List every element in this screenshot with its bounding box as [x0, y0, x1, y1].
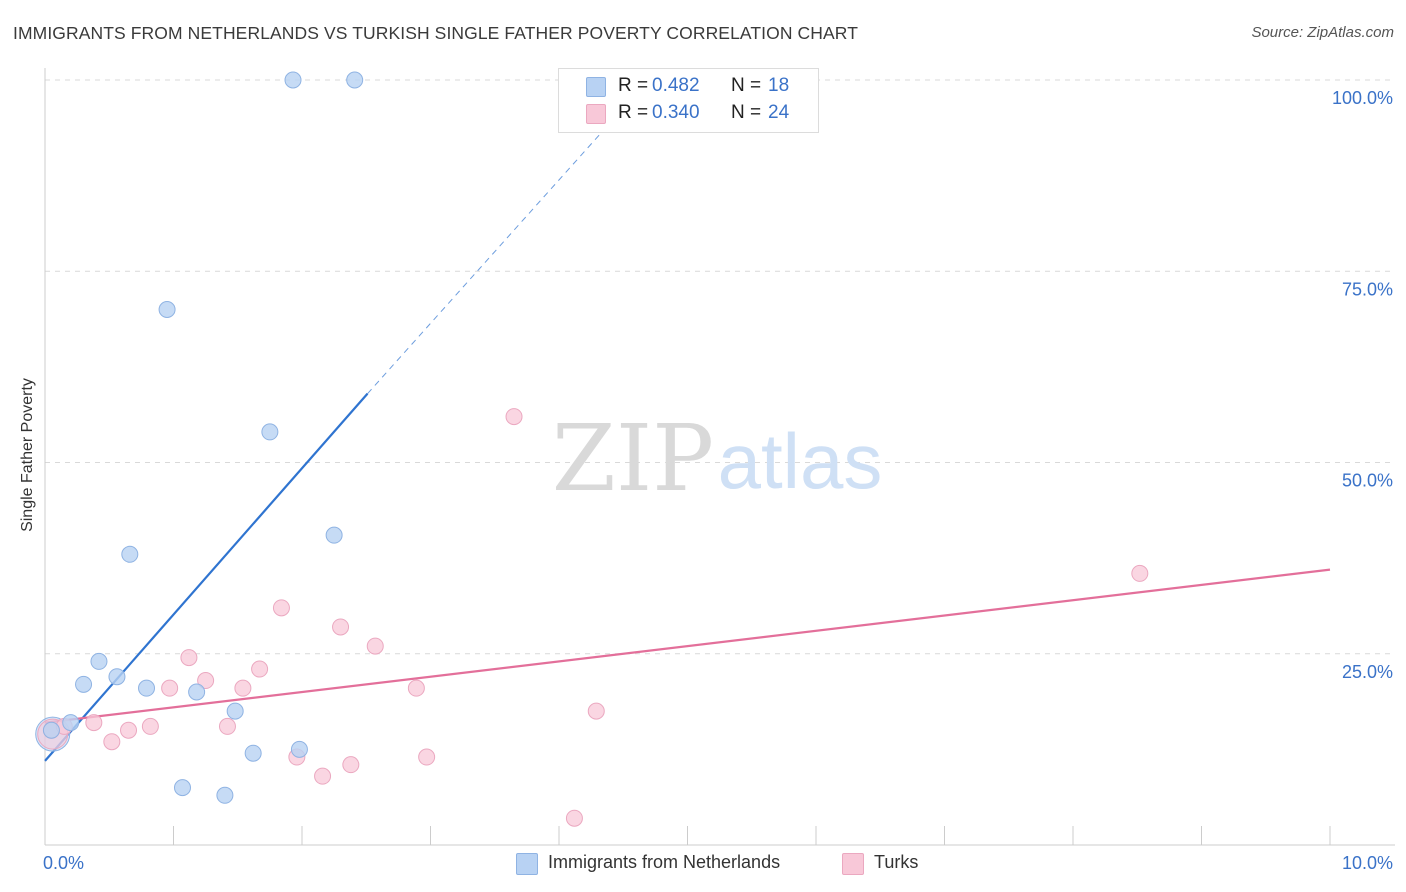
point-turks	[197, 672, 215, 690]
bottom-legend-label: Immigrants from Netherlands	[548, 852, 781, 872]
stats-legend: R = 0.482 N = 18 R = 0.340 N = 24	[558, 68, 819, 133]
trend-layer	[44, 129, 1331, 762]
grid-layer	[45, 79, 1395, 655]
legend-r-label: R =	[618, 102, 649, 123]
x-tick-label-min: 0.0%	[43, 853, 84, 873]
point-turks	[141, 717, 159, 735]
point-netherlands	[173, 779, 191, 797]
point-netherlands	[42, 721, 60, 739]
point-netherlands	[325, 526, 343, 544]
point-netherlands	[346, 71, 364, 89]
point-turks	[234, 679, 252, 697]
legend-n-value: 18	[768, 75, 790, 96]
trend-line-netherlands-extension	[367, 129, 605, 394]
point-turks	[272, 599, 290, 617]
point-turks	[587, 702, 605, 720]
point-turks	[218, 717, 236, 735]
point-netherlands	[216, 786, 234, 804]
legend-swatch-blue	[586, 77, 606, 97]
point-turks	[342, 756, 360, 774]
source-label: Source: ZipAtlas.com	[1251, 24, 1394, 41]
point-turks	[565, 809, 583, 827]
watermark-atlas: atlas	[718, 417, 883, 505]
point-turks	[180, 649, 198, 667]
point-turks	[120, 721, 138, 739]
trend-line-netherlands	[44, 392, 369, 762]
point-turks	[314, 767, 332, 785]
point-netherlands	[121, 545, 139, 563]
legend-r-value: 0.482	[652, 75, 700, 96]
point-netherlands	[284, 71, 302, 89]
point-netherlands	[75, 675, 93, 693]
point-turks	[1131, 564, 1149, 582]
legend-n-label: N =	[731, 102, 762, 123]
trend-line-turks	[44, 568, 1331, 724]
points-layer	[35, 71, 1149, 827]
point-turks	[332, 618, 350, 636]
point-netherlands	[290, 740, 308, 758]
legend-n-value: 24	[768, 102, 790, 123]
point-netherlands	[158, 301, 176, 318]
axis-layer: 25.0% 50.0% 75.0% 100.0% 0.0% 10.0%	[43, 68, 1395, 873]
x-tick-label-max: 10.0%	[1342, 853, 1393, 873]
point-netherlands	[138, 679, 156, 697]
point-turks	[366, 637, 384, 655]
y-tick-label: 50.0%	[1342, 471, 1393, 491]
legend-r-value: 0.340	[652, 102, 700, 123]
point-netherlands	[188, 683, 206, 701]
point-netherlands	[108, 668, 126, 686]
point-turks	[103, 733, 121, 751]
point-turks	[418, 748, 436, 766]
y-tick-label: 75.0%	[1342, 279, 1393, 299]
watermark-zip: ZIP	[552, 405, 714, 512]
point-turks	[251, 660, 269, 678]
bottom-legend-swatch-pink	[842, 853, 864, 875]
point-netherlands	[261, 423, 279, 441]
legend-n-label: N =	[731, 75, 762, 96]
point-netherlands	[244, 744, 262, 762]
point-turks	[505, 408, 523, 426]
bottom-legend-label: Turks	[874, 852, 919, 872]
point-turks	[161, 679, 179, 697]
y-tick-label: 100.0%	[1332, 88, 1393, 108]
watermark: ZIP atlas	[552, 405, 882, 512]
y-tick-label: 25.0%	[1342, 662, 1393, 682]
legend-r-label: R =	[618, 75, 649, 96]
point-netherlands	[226, 702, 244, 720]
point-turks	[85, 714, 103, 732]
chart-title: IMMIGRANTS FROM NETHERLANDS VS TURKISH S…	[13, 23, 859, 43]
point-turks	[407, 679, 425, 697]
bottom-legend-swatch-blue	[516, 853, 538, 875]
point-netherlands	[90, 652, 108, 670]
point-netherlands	[62, 714, 80, 732]
legend-swatch-pink	[586, 104, 606, 124]
